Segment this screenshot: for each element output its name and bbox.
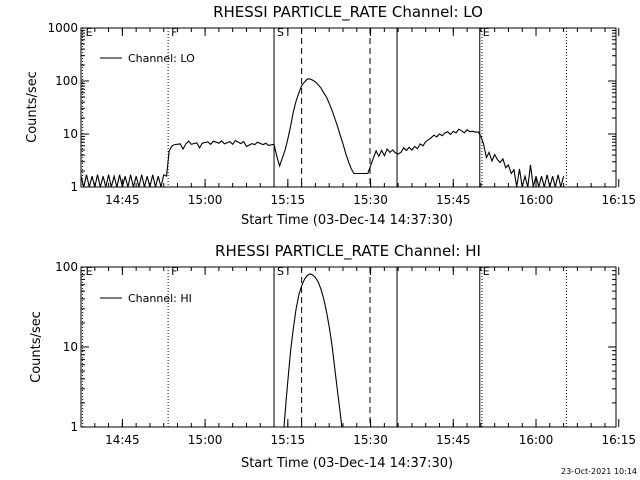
x-axis-label-hi: Start Time (03-Dec-14 14:37:30): [241, 456, 453, 471]
x-tick-label-hi-0: 14:45: [105, 433, 140, 447]
x-tick-label-hi-3: 15:30: [353, 433, 388, 447]
plot-frame-hi: [80, 266, 617, 428]
plot-frame-lo: [80, 27, 617, 188]
y-axis-label-hi: Counts/sec: [29, 311, 44, 383]
x-tick-label-lo-5: 16:00: [519, 193, 554, 207]
marker-label-hi-E: E: [86, 265, 93, 278]
series-line-hi-0: [283, 273, 343, 428]
chart-title-lo: RHESSI PARTICLE_RATE Channel: LO: [213, 3, 483, 22]
y-tick-label-hi-0: 1: [70, 420, 78, 434]
x-tick-label-lo-3: 15:30: [353, 193, 388, 207]
marker-label-lo-S: S: [277, 26, 284, 39]
generated-timestamp: 23-Oct-2021 10:14: [561, 467, 637, 476]
x-tick-label-hi-5: 16:00: [519, 433, 554, 447]
marker-label-hi-S: S: [277, 265, 284, 278]
y-tick-label-lo-2: 100: [55, 74, 78, 88]
x-axis-label-lo: Start Time (03-Dec-14 14:37:30): [241, 213, 453, 228]
y-axis-label-lo: Counts/sec: [25, 71, 40, 143]
x-tick-label-lo-0: 14:45: [105, 193, 140, 207]
marker-label-lo-E: E: [86, 26, 93, 39]
y-tick-label-hi-2: 100: [55, 260, 78, 274]
legend-label-lo: Channel: LO: [128, 52, 195, 65]
x-tick-label-lo-2: 15:15: [271, 193, 306, 207]
x-tick-label-hi-6: 16:15: [601, 433, 636, 447]
y-tick-label-lo-1: 10: [63, 127, 78, 141]
legend-label-hi: Channel: HI: [128, 292, 192, 305]
x-tick-label-hi-1: 15:00: [188, 433, 223, 447]
x-tick-label-lo-6: 16:15: [601, 193, 636, 207]
y-tick-label-hi-1: 10: [63, 340, 78, 354]
x-tick-label-hi-2: 15:15: [271, 433, 306, 447]
chart-title-hi: RHESSI PARTICLE_RATE Channel: HI: [215, 242, 481, 261]
y-tick-label-lo-0: 1: [70, 180, 78, 194]
x-tick-label-hi-4: 15:45: [436, 433, 471, 447]
series-line-lo-0: [80, 78, 565, 188]
x-tick-label-lo-4: 15:45: [436, 193, 471, 207]
marker-label-lo-E-end: E: [483, 26, 490, 39]
marker-label-lo-F: F: [171, 26, 177, 39]
y-tick-label-lo-3: 1000: [47, 21, 78, 35]
marker-label-hi-F: F: [171, 265, 177, 278]
marker-label-hi-E-end: E: [483, 265, 490, 278]
x-tick-label-lo-1: 15:00: [188, 193, 223, 207]
